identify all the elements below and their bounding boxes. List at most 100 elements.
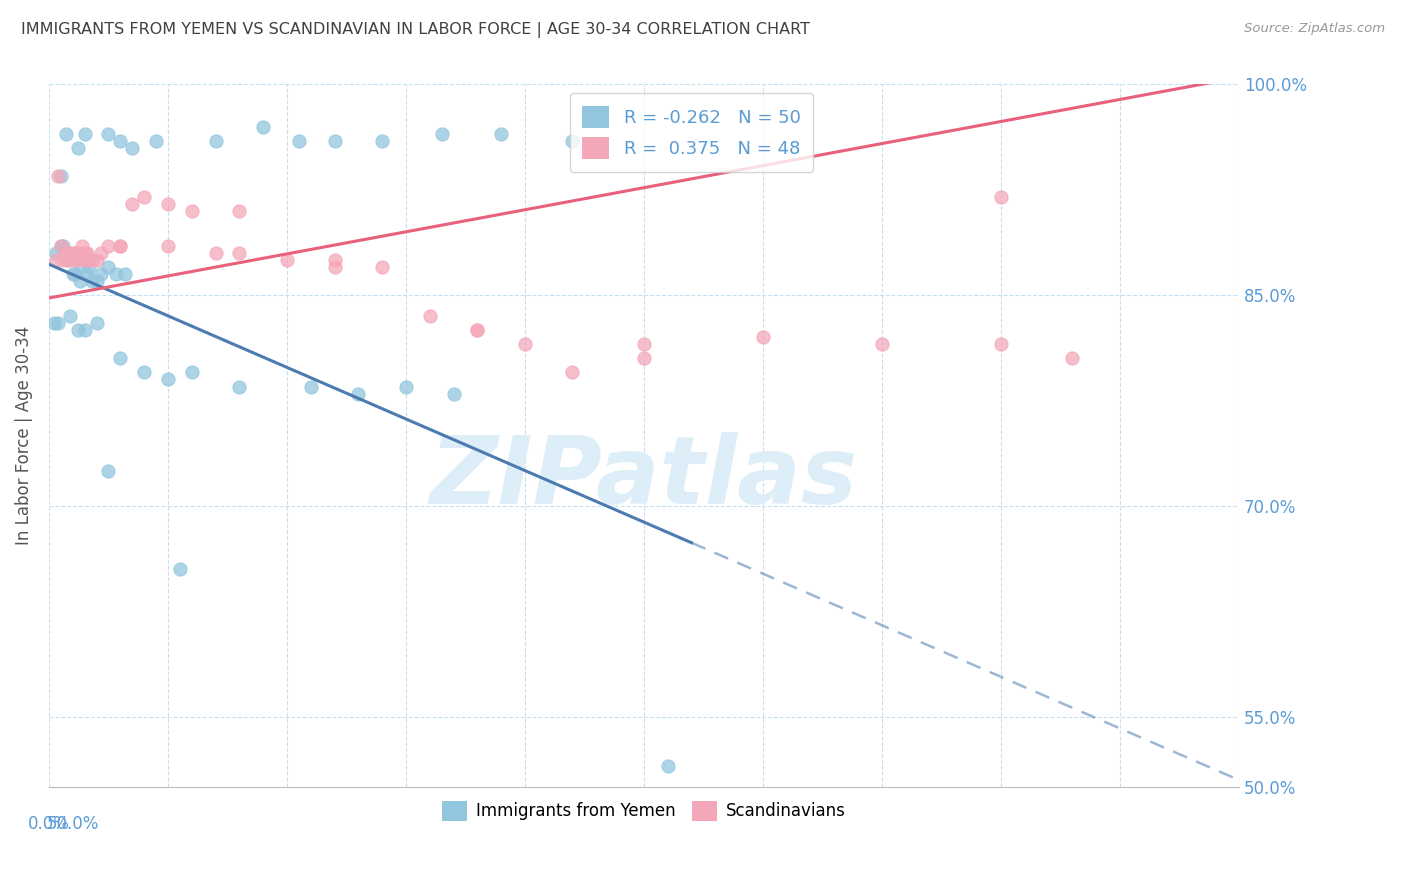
Point [288, 134, 311, 148]
Point [110, 239, 132, 253]
Point [990, 337, 1012, 351]
Point [395, 379, 418, 393]
Point [180, 203, 202, 218]
Point [63, 246, 86, 260]
Point [561, 366, 583, 380]
Point [156, 239, 179, 253]
Point [110, 134, 132, 148]
Point [59, 310, 82, 324]
Point [121, 141, 143, 155]
Point [48, 316, 70, 330]
Point [56, 253, 79, 268]
Point [86, 274, 108, 288]
Point [66, 323, 89, 337]
Point [49, 239, 72, 253]
Point [79, 260, 101, 274]
Point [52, 239, 75, 253]
Point [371, 134, 394, 148]
Point [104, 267, 127, 281]
Point [513, 337, 536, 351]
Point [870, 337, 893, 351]
Point [73, 253, 96, 268]
Point [59, 246, 82, 260]
Point [228, 246, 250, 260]
Point [97, 127, 120, 141]
Point [752, 330, 775, 344]
Point [489, 127, 512, 141]
Point [97, 464, 120, 478]
Text: IMMIGRANTS FROM YEMEN VS SCANDINAVIAN IN LABOR FORCE | AGE 30-34 CORRELATION CHA: IMMIGRANTS FROM YEMEN VS SCANDINAVIAN IN… [21, 22, 810, 38]
Point [73, 246, 96, 260]
Point [323, 134, 346, 148]
Point [97, 239, 120, 253]
Legend: Immigrants from Yemen, Scandinavians: Immigrants from Yemen, Scandinavians [436, 794, 852, 828]
Text: 50.0%: 50.0% [46, 815, 98, 833]
Y-axis label: In Labor Force | Age 30-34: In Labor Force | Age 30-34 [15, 326, 32, 545]
Point [252, 120, 274, 134]
Point [299, 379, 322, 393]
Point [134, 190, 156, 204]
Point [79, 253, 101, 268]
Text: Source: ZipAtlas.com: Source: ZipAtlas.com [1244, 22, 1385, 36]
Point [56, 253, 79, 268]
Point [633, 351, 655, 366]
Point [80, 253, 103, 268]
Point [990, 190, 1012, 204]
Point [73, 323, 96, 337]
Point [80, 274, 103, 288]
Point [66, 253, 89, 268]
Point [134, 366, 156, 380]
Point [76, 246, 98, 260]
Point [66, 141, 89, 155]
Point [72, 260, 94, 274]
Point [347, 386, 370, 401]
Point [323, 253, 346, 268]
Point [49, 169, 72, 183]
Point [371, 260, 394, 274]
Point [42, 316, 65, 330]
Point [430, 127, 453, 141]
Point [49, 239, 72, 253]
Point [72, 239, 94, 253]
Point [145, 134, 167, 148]
Point [62, 253, 84, 268]
Text: 0.0%: 0.0% [28, 815, 70, 833]
Point [55, 127, 77, 141]
Point [657, 759, 679, 773]
Point [114, 267, 136, 281]
Point [86, 253, 108, 268]
Point [52, 253, 75, 268]
Point [180, 366, 202, 380]
Point [73, 127, 96, 141]
Point [156, 372, 179, 386]
Point [419, 310, 441, 324]
Point [63, 267, 86, 281]
Point [90, 267, 112, 281]
Point [86, 316, 108, 330]
Point [156, 197, 179, 211]
Point [323, 260, 346, 274]
Text: ZIPatlas: ZIPatlas [430, 432, 858, 524]
Point [110, 239, 132, 253]
Point [48, 169, 70, 183]
Point [228, 379, 250, 393]
Point [465, 323, 488, 337]
Point [228, 203, 250, 218]
Point [90, 246, 112, 260]
Point [204, 134, 226, 148]
Point [69, 274, 91, 288]
Point [56, 246, 79, 260]
Point [204, 246, 226, 260]
Point [633, 337, 655, 351]
Point [121, 197, 143, 211]
Point [55, 246, 77, 260]
Point [443, 386, 465, 401]
Point [97, 260, 120, 274]
Point [45, 253, 67, 268]
Point [45, 246, 67, 260]
Point [76, 267, 98, 281]
Point [110, 351, 132, 366]
Point [561, 134, 583, 148]
Point [465, 323, 488, 337]
Point [69, 246, 91, 260]
